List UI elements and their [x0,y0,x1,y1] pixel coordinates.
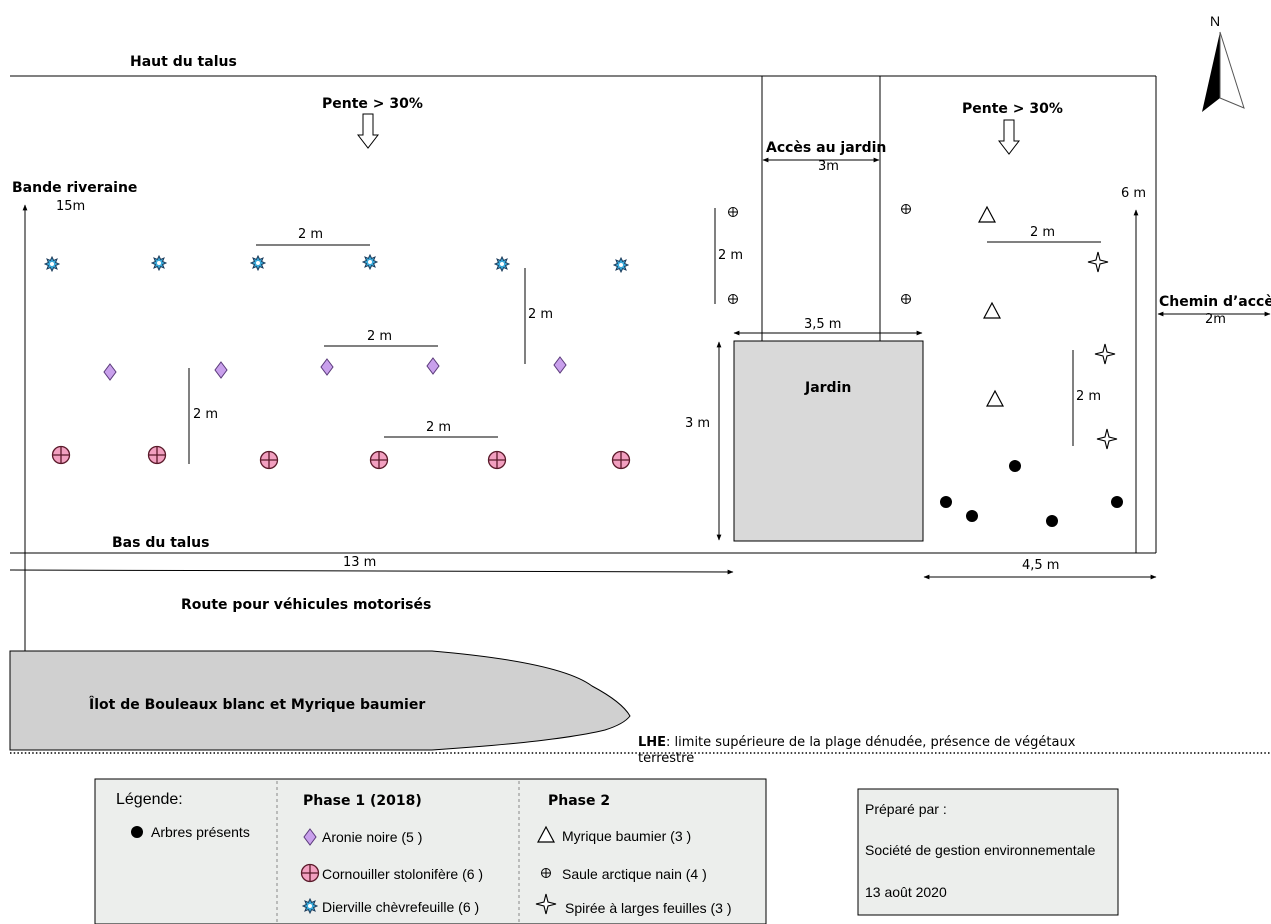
cornouiller-plant [487,450,507,470]
dim-label: 2 m [528,307,553,322]
myrique-plant [986,390,1004,407]
tree-dot [940,496,952,508]
dierville-plant [362,254,378,270]
prepared-box [857,788,1119,916]
cornouiller-plant [147,445,167,465]
haut-talus-label: Haut du talus [130,54,237,70]
legend-box [94,778,767,924]
prepared-date: 13 août 2020 [865,884,947,900]
legend-phase2-item: Spirée à larges feuilles (3 ) [565,900,732,916]
phase2-title: Phase 2 [548,793,610,809]
cornouiller-plant [369,450,389,470]
lhe-bold: LHE [638,735,666,750]
dierville-plant [613,257,629,273]
slope-arrow-right-icon [997,119,1021,155]
aronie-plant [426,357,440,375]
legend-phase1-item: Dierville chèvrefeuille (6 ) [322,899,479,915]
tree-dot [966,510,978,522]
myrique-plant [978,206,996,223]
acces-jardin-label: Accès au jardin [766,140,886,156]
tree-dot [1111,496,1123,508]
bas-talus-label: Bas du talus [112,535,209,551]
bande-riveraine-width: 15m [56,199,85,214]
dim-label: 2 m [426,420,451,435]
north-arrow-icon [1202,31,1245,112]
existing-trees [940,460,1123,527]
dim-label: 2 m [718,248,743,263]
circle-cross-icon [300,863,320,883]
legend-phase2-item: Myrique baumier (3 ) [562,828,691,844]
myrique-plant [983,302,1001,319]
aronie-plant [320,358,334,376]
tree-dot [1009,460,1021,472]
acces-width-label: 3m [818,159,839,174]
tree-legend-icon [131,826,143,838]
dim-3m-jardin-label: 3 m [685,416,710,431]
dim-label: 2 m [298,227,323,242]
north-label: N [1210,13,1220,29]
route-label: Route pour véhicules motorisés [181,597,431,613]
lhe-text-line2: terrestre [638,751,694,766]
aronie-plant [214,361,228,379]
ilot-label: Îlot de Bouleaux blanc et Myrique baumie… [89,696,425,713]
prepared-label: Préparé par : [865,801,947,817]
spiree-plant [1094,343,1116,365]
dim-4-5m-label: 4,5 m [1022,558,1059,573]
legend-phase1-item: Aronie noire (5 ) [322,829,422,845]
chemin-acces-label: Chemin d’accès [1159,294,1271,310]
dim-label: 2 m [367,329,392,344]
legend-phase2-item: Saule arctique nain (4 ) [562,866,707,882]
dim-6m-label: 6 m [1121,186,1146,201]
aronie-plant [553,356,567,374]
tree-dot [1046,515,1058,527]
saule-plant [901,294,911,304]
cornouiller-plant [259,450,279,470]
phase1-title: Phase 1 (2018) [303,793,422,809]
aronie-plant [103,363,117,381]
dierville-plant [494,256,510,272]
chemin-acces-width: 2m [1205,312,1226,327]
cornouiller-plant [51,445,71,465]
dierville-plant [44,256,60,272]
dim-label: 2 m [1030,225,1055,240]
dim-13m-arrow [9,569,734,575]
ilot-area [9,650,631,751]
saule-plant [728,294,738,304]
lhe-desc: : limite supérieure de la plage dénudée,… [666,735,1076,750]
pente-right-label: Pente > 30% [962,101,1063,117]
saule-plant [901,204,911,214]
dierville-row [44,254,629,273]
prepared-company: Société de gestion environnementale [865,842,1096,858]
pente-left-label: Pente > 30% [322,96,423,112]
saule-plant [728,207,738,217]
jardin-label: Jardin [804,380,851,396]
cornouiller-row [51,445,631,470]
jardin-area [733,340,924,542]
dim-3-5m-label: 3,5 m [804,317,841,332]
starburst-icon [302,898,318,914]
spiree-plant [1096,428,1118,450]
lhe-text: LHE: limite supérieure de la plage dénud… [638,735,1076,750]
legend-title: Légende: [116,791,183,808]
aronie-row [103,356,567,381]
dierville-plant [151,255,167,271]
dim-label: 2 m [1076,389,1101,404]
slope-arrow-left-icon [356,113,380,149]
spiree-plant [1087,251,1109,273]
dierville-plant [250,255,266,271]
legend-trees-label: Arbres présents [151,824,250,840]
bande-riveraine-label: Bande riveraine [12,180,137,196]
dim-label: 2 m [193,407,218,422]
dim-13m-label: 13 m [343,555,376,570]
cornouiller-plant [611,450,631,470]
legend-phase1-item: Cornouiller stolonifère (6 ) [322,866,483,882]
small-circle-plus-icon [541,868,551,878]
